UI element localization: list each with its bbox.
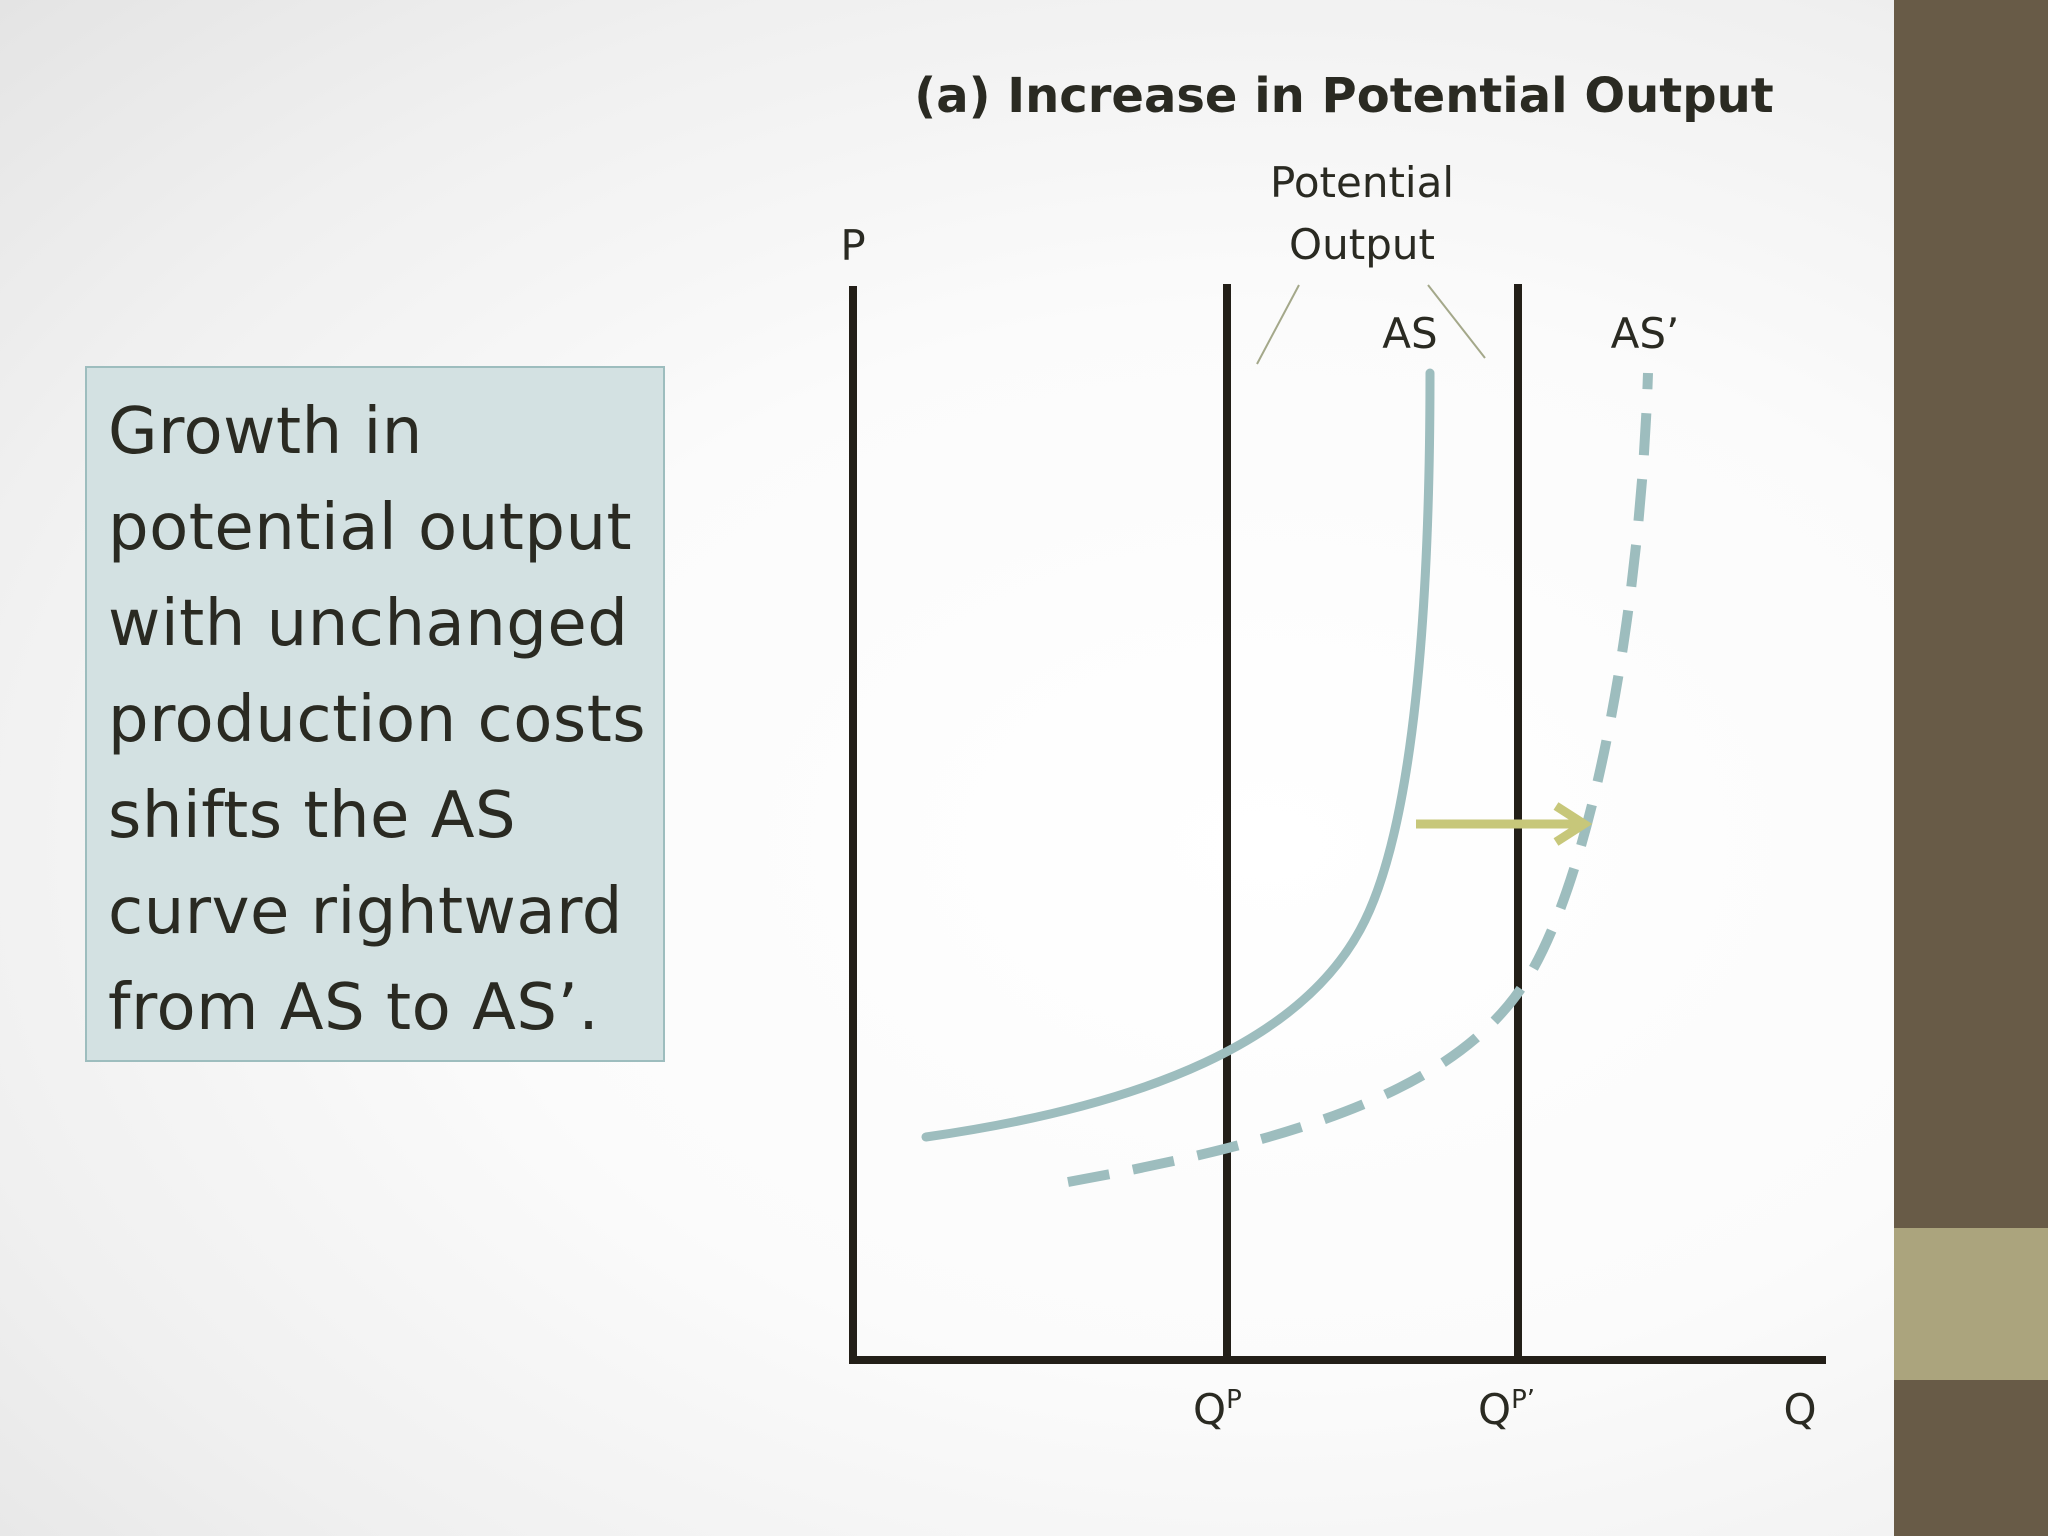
as-prime-curve-label: AS’ [1611,309,1680,358]
x-axis-label: Q [1783,1385,1816,1434]
qp-label: QP [1193,1385,1242,1434]
description-line: potential output [108,491,633,565]
description-line: with unchanged [108,587,629,661]
description-text-box: Growth in potential output with unchange… [85,366,665,1062]
shift-arrow-head [1553,802,1593,846]
as-curve-label: AS [1382,309,1437,358]
description-line: shifts the AS [108,779,517,853]
as-prime-curve [1067,372,1653,1187]
as-curve [921,368,1435,1142]
potential-output-label-line-1: Potential [1270,158,1454,207]
description-line: from AS to AS’. [108,971,600,1045]
y-axis-label: P [840,221,865,270]
description-line: Growth in [108,395,423,469]
description-line: curve rightward [108,875,623,949]
potential-output-pointer-left [1256,284,1300,365]
description-line: production costs [108,683,647,757]
decorative-side-band-accent [1894,1228,2048,1380]
qp-prime-label: QP’ [1478,1385,1535,1434]
diagram-title: (a) Increase in Potential Output [914,68,1773,124]
potential-output-label-line-2: Output [1289,220,1435,269]
potential-output-pointer-right [1427,284,1486,359]
